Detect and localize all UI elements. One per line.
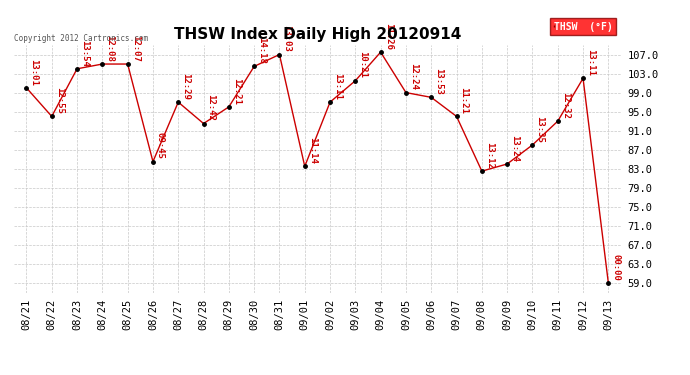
Text: Copyright 2012 Cartronics.com: Copyright 2012 Cartronics.com <box>14 33 148 42</box>
Text: 13:11: 13:11 <box>333 73 342 100</box>
Legend: THSW  (°F): THSW (°F) <box>550 18 616 36</box>
Text: 11:14: 11:14 <box>308 137 317 164</box>
Title: THSW Index Daily High 20120914: THSW Index Daily High 20120914 <box>174 27 461 42</box>
Text: 12:32: 12:32 <box>561 92 570 119</box>
Text: 13:03: 13:03 <box>282 25 291 52</box>
Text: 14:18: 14:18 <box>257 37 266 64</box>
Text: 12:07: 12:07 <box>130 35 139 62</box>
Text: 12:24: 12:24 <box>409 63 418 90</box>
Text: 11:21: 11:21 <box>460 87 469 114</box>
Text: 13:24: 13:24 <box>510 135 519 162</box>
Text: 12:08: 12:08 <box>106 35 115 62</box>
Text: 00:00: 00:00 <box>611 254 620 280</box>
Text: 09:45: 09:45 <box>156 132 165 159</box>
Text: 13:01: 13:01 <box>30 58 39 86</box>
Text: 13:53: 13:53 <box>434 68 443 95</box>
Text: 13:54: 13:54 <box>80 39 89 66</box>
Text: 12:42: 12:42 <box>206 94 215 121</box>
Text: 12:21: 12:21 <box>232 78 241 105</box>
Text: 11:26: 11:26 <box>384 23 393 50</box>
Text: 10:21: 10:21 <box>358 51 367 78</box>
Text: 12:55: 12:55 <box>55 87 63 114</box>
Text: 13:11: 13:11 <box>586 49 595 76</box>
Text: 13:12: 13:12 <box>485 142 494 169</box>
Text: 12:29: 12:29 <box>181 73 190 100</box>
Text: 13:35: 13:35 <box>535 116 544 142</box>
